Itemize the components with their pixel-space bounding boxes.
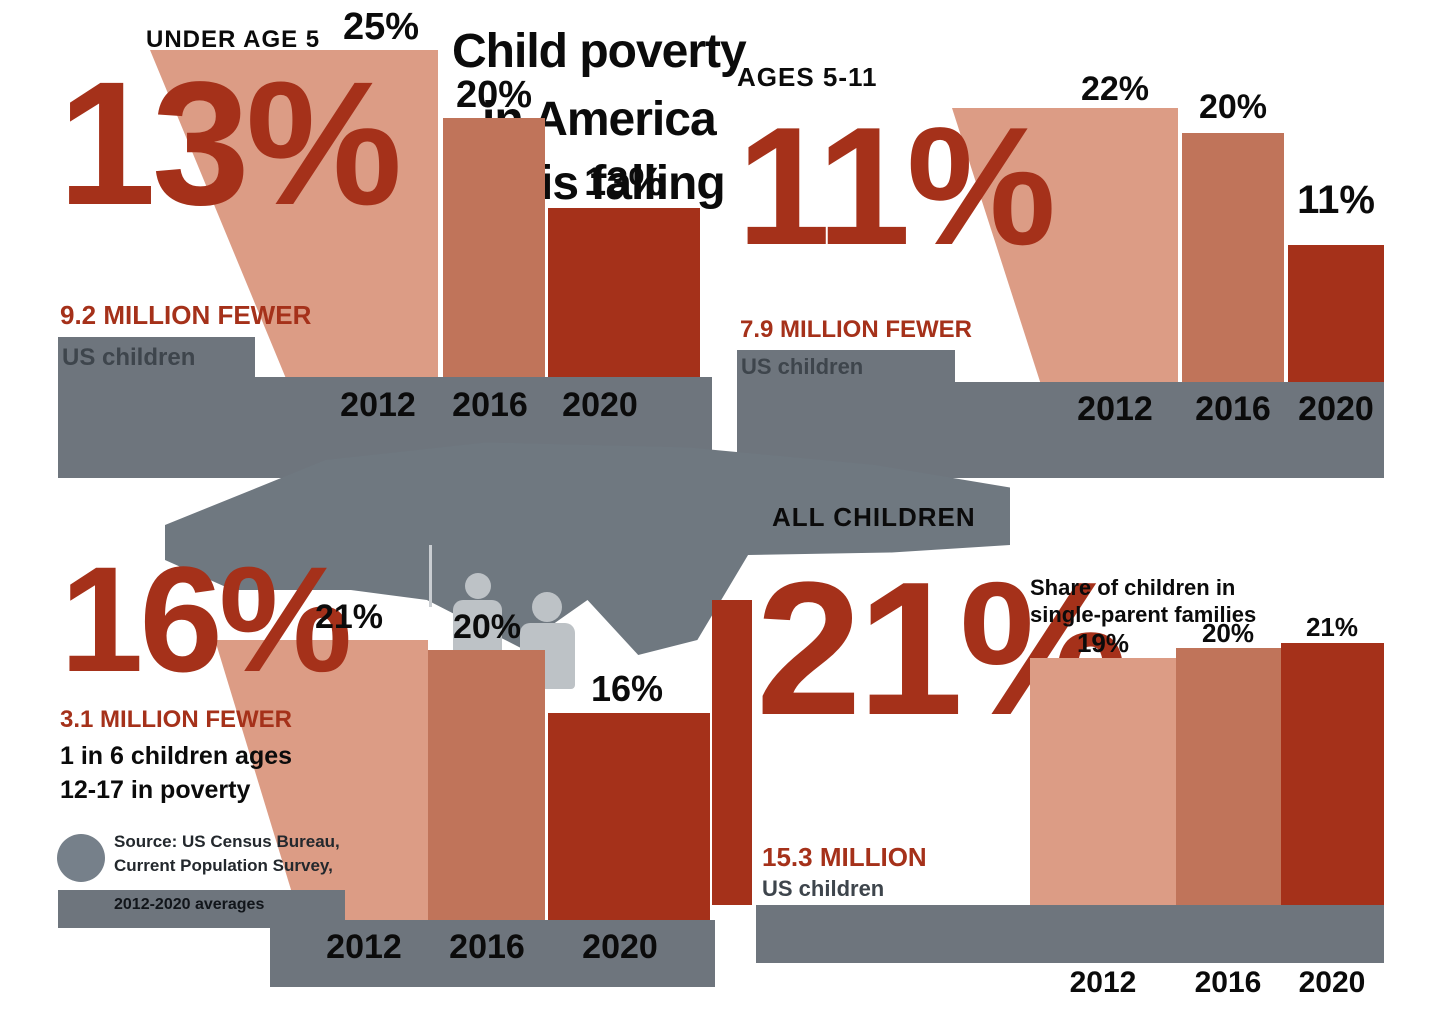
tl-bar-2016 — [443, 118, 545, 377]
bl-bar-label-2012: 21% — [314, 598, 384, 636]
panel-tr-big-stat: 11% — [737, 92, 1056, 280]
panel-br-subline-gray: US children — [762, 876, 885, 901]
br-year-2012: 2012 — [1069, 966, 1137, 999]
panel-br-subline-red: 15.3 MILLION — [762, 842, 927, 872]
panel-tl-heading: UNDER AGE 5 — [146, 26, 321, 53]
br-year-2020: 2020 — [1298, 966, 1366, 999]
bl-bar-label-2020: 16% — [590, 668, 664, 709]
tl-band-left-step — [58, 337, 255, 379]
tr-year-2020: 2020 — [1298, 390, 1374, 428]
panel-tr-subline-red: 7.9 MILLION FEWER — [740, 316, 973, 343]
tr-bar-2016 — [1182, 133, 1284, 382]
child-figure-2-head-icon — [532, 592, 562, 622]
bl-year-2012: 2012 — [326, 928, 402, 966]
br-bar-label-2012: 19% — [1076, 628, 1130, 658]
source-bullet-icon — [57, 834, 105, 882]
br-accent-column — [712, 600, 752, 905]
main-title-line-3: is falling — [540, 157, 726, 210]
br-bar-2020 — [1281, 643, 1384, 905]
bl-note-line-1: 1 in 6 children ages — [60, 742, 293, 770]
tr-bar-label-2016: 20% — [1198, 88, 1268, 126]
tl-bar-label-2020: 13% — [583, 160, 665, 204]
panel-bl-subline-red: 3.1 MILLION FEWER — [60, 706, 293, 733]
tr-bar-2020 — [1288, 245, 1384, 382]
panel-tl-subline-gray: US children — [62, 344, 196, 371]
br-bar-2012 — [1030, 658, 1176, 905]
tl-year-2016: 2016 — [452, 386, 528, 424]
child-figure-1-body-icon — [453, 600, 502, 656]
panel-br-heading: ALL CHILDREN — [772, 502, 976, 532]
child-figure-1-head-icon — [465, 573, 491, 599]
tr-bar-label-2012: 22% — [1080, 70, 1150, 108]
bl-source-line-3: 2012-2020 averages — [114, 896, 265, 913]
br-chart-baseline-band — [756, 905, 1384, 963]
panel-bl-big-stat: 16% — [60, 535, 352, 703]
br-chart-caption-line-2: single-parent families — [1030, 602, 1257, 627]
tr-chart-baseline-band — [737, 382, 1384, 478]
br-bar-label-2020: 21% — [1305, 612, 1359, 642]
bl-bar-2016 — [428, 650, 545, 920]
tr-year-2016: 2016 — [1195, 390, 1271, 428]
main-title-line-1: Child poverty — [452, 25, 747, 78]
tl-bar-label-2016: 20% — [455, 74, 533, 116]
bl-bar-label-2016: 20% — [452, 608, 522, 646]
tl-year-2020: 2020 — [562, 386, 638, 424]
br-bar-label-2016: 20% — [1201, 618, 1255, 648]
panel-tl-subline-red: 9.2 MILLION FEWER — [60, 300, 312, 330]
tl-year-2012: 2012 — [340, 386, 416, 424]
tr-band-left-step — [737, 350, 955, 382]
br-bar-2016 — [1176, 648, 1281, 905]
bl-chart-baseline-band — [270, 920, 715, 987]
panel-tr-heading: AGES 5-11 — [737, 62, 878, 92]
tl-bar-label-2012: 25% — [342, 6, 420, 48]
br-chart-caption-line-1: Share of children in — [1030, 575, 1236, 600]
panel-tl-big-stat: 13% — [58, 46, 402, 242]
bl-note-line-2: 12-17 in poverty — [60, 776, 251, 804]
bl-source-line-2: Current Population Survey, — [114, 856, 333, 875]
bl-source-line-1: Source: US Census Bureau, — [114, 832, 340, 851]
map-callout-line — [429, 545, 432, 607]
tr-bar-label-2020: 11% — [1297, 178, 1375, 222]
bl-bar-2020 — [548, 713, 710, 920]
tl-bar-2020 — [548, 208, 700, 377]
tr-year-2012: 2012 — [1077, 390, 1153, 428]
panel-tr-subline-gray: US children — [741, 354, 864, 379]
br-year-2016: 2016 — [1194, 966, 1262, 999]
bl-year-2020: 2020 — [582, 928, 658, 966]
bl-year-2016: 2016 — [449, 928, 525, 966]
